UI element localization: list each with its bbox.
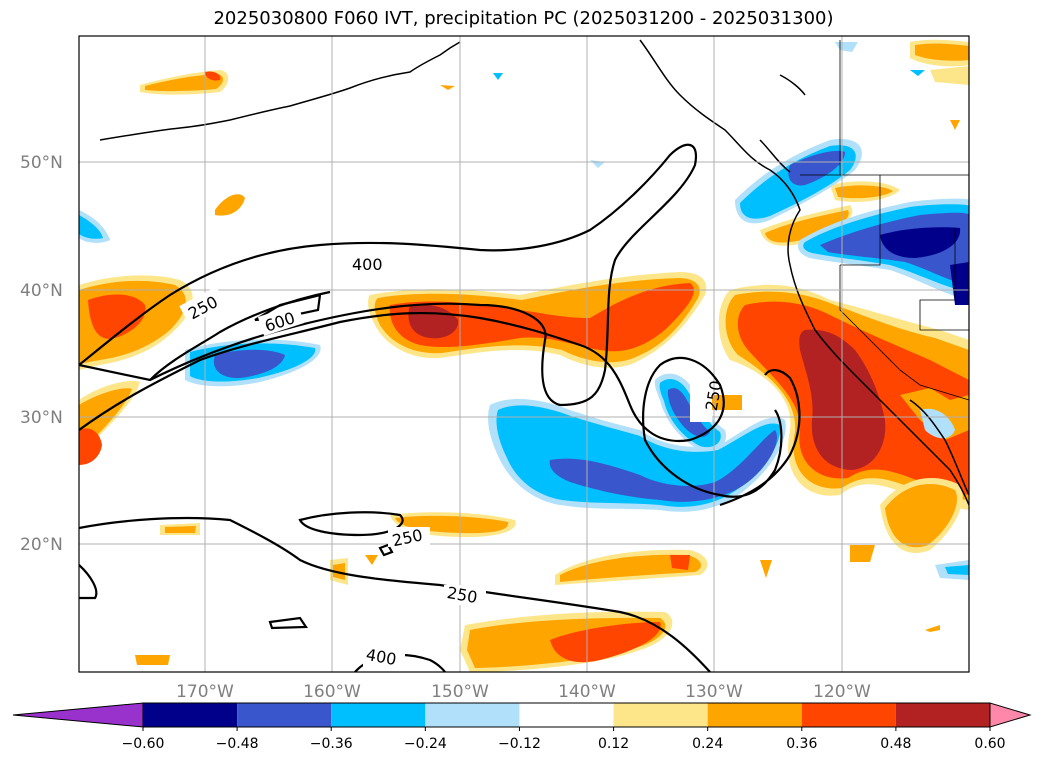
lon-label: 130°W xyxy=(685,682,743,702)
lat-label: 50°N xyxy=(20,153,63,173)
colorbar-tick-label: −0.48 xyxy=(216,736,259,752)
colorbar-segment xyxy=(143,703,238,727)
longitude-labels: 170°W 160°W 150°W 140°W 130°W 120°W xyxy=(176,682,871,702)
map-area xyxy=(79,36,969,672)
colorbar-extend-high xyxy=(989,702,1032,728)
colorbar-tick-label: 0.48 xyxy=(880,736,911,752)
colorbar-tick-label: 0.36 xyxy=(786,736,817,752)
colorbar-tick-label: −0.24 xyxy=(404,736,447,752)
colorbar-extend-low xyxy=(12,702,144,728)
colorbar-segment xyxy=(895,703,990,727)
map-frame xyxy=(78,35,970,673)
lon-label: 150°W xyxy=(431,682,489,702)
lat-label: 40°N xyxy=(20,281,63,301)
latitude-labels: 50°N 40°N 30°N 20°N xyxy=(20,153,63,555)
colorbar-segment xyxy=(237,703,332,727)
colorbar-tick-label: 0.24 xyxy=(692,736,723,752)
map-title: 2025030800 F060 IVT, precipitation PC (2… xyxy=(213,8,834,29)
colorbar-segment xyxy=(613,703,708,727)
contour-labels: 400 250 600 250 250 250 400 xyxy=(179,254,726,669)
graticule xyxy=(79,36,969,672)
lat-label: 30°N xyxy=(20,408,63,428)
coastlines xyxy=(99,39,969,506)
colorbar-tick-label: −0.60 xyxy=(122,736,165,752)
lon-label: 120°W xyxy=(813,682,871,702)
colorbar-segment xyxy=(425,703,520,727)
negative-precip-shading xyxy=(79,42,969,580)
colorbar-tick-label: −0.12 xyxy=(498,736,541,752)
colorbar-segment xyxy=(707,703,802,727)
colorbar-tick-label: −0.36 xyxy=(310,736,353,752)
borders xyxy=(800,40,969,401)
lon-label: 170°W xyxy=(176,682,234,702)
colorbar-segment xyxy=(331,703,426,727)
lon-label: 140°W xyxy=(558,682,616,702)
colorbar-segment xyxy=(801,703,896,727)
contour-label: 400 xyxy=(352,255,383,274)
colorbar-tick-label: 0.12 xyxy=(598,736,629,752)
lat-label: 20°N xyxy=(20,535,63,555)
colorbar-segment xyxy=(519,703,614,727)
colorbar: −0.60 −0.48 −0.36 −0.24 −0.12 0.12 0.24 0.36 0.4… xyxy=(12,702,1032,752)
colorbar-tick-label: 0.60 xyxy=(974,736,1005,752)
colorbar-frame xyxy=(142,702,991,728)
lon-label: 160°W xyxy=(303,682,361,702)
